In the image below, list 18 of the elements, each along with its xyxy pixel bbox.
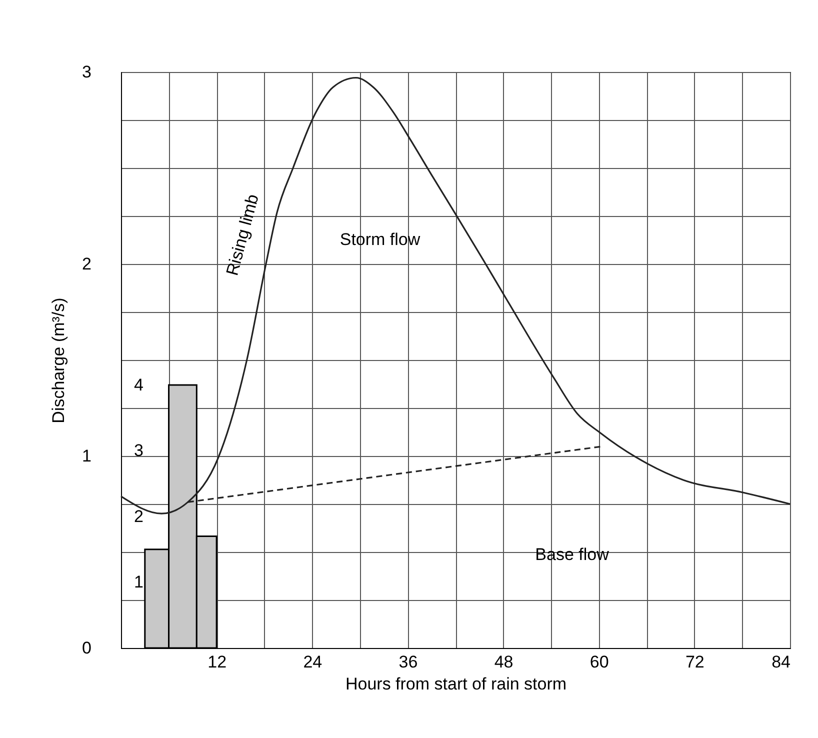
y-tick-label: 2 [82,254,92,274]
x-tick-label: 12 [208,652,227,672]
x-tick-label: 24 [303,652,322,672]
y2-tick-label: 3 [134,441,144,460]
x-tick-label: 84 [772,652,790,672]
y-tick-label: 1 [82,446,92,466]
x-tick-label: 48 [494,652,514,672]
x-axis-title: Hours from start of rain storm [345,674,567,694]
y-tick-label: 3 [82,62,92,82]
y-tick-label: 0 [82,638,92,658]
x-tick-label: 36 [398,652,418,672]
y2-tick-label: 2 [134,506,144,526]
annotation: Rising limb [222,192,262,278]
y-axis-title: Discharge (m³/s) [49,298,68,424]
x-tick-label: 72 [685,652,704,672]
y2-tick-label: 1 [134,572,144,592]
y2-tick-label: 4 [134,375,144,394]
x-tick-label: 60 [590,652,609,672]
